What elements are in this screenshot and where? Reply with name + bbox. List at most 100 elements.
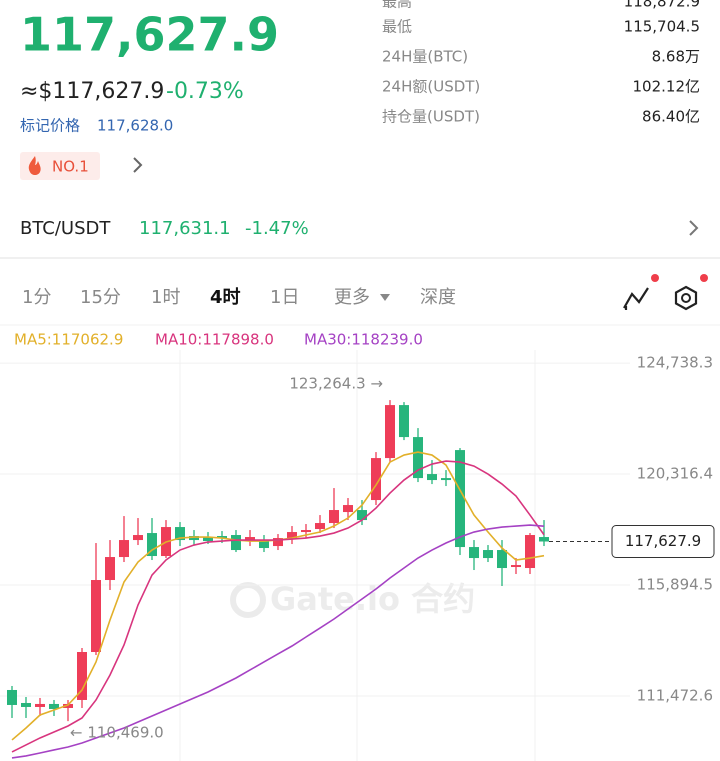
candle-body [385,405,395,459]
candle-body [231,535,241,551]
fire-icon [28,156,41,175]
candle-body [77,652,87,700]
candle-body [301,530,311,533]
mark-price: 117,628.0 [97,117,173,135]
watermark-logo [230,582,266,618]
ma-legend: MA5:117062.9 MA10:117898.0 MA30:118239.0 [14,331,423,349]
badge-text: NO.1 [52,158,89,176]
candle-body [469,547,479,559]
candle-body [49,703,59,709]
candle-body [259,540,269,549]
candle-body [189,536,199,541]
candle-body [119,540,129,558]
high-annotation: 123,264.3 → [289,375,383,393]
tab[interactable]: 15分 [80,287,121,308]
watermark: Gate.io 合约 [270,580,475,618]
pair-price: 117,631.1 [139,218,231,239]
pair-name: BTC/USDT [20,218,111,239]
candle-body [539,537,549,542]
candle-body [7,689,17,705]
candle-body [287,532,297,539]
red-dot [651,274,659,282]
candle-body [217,536,227,539]
candle-body [413,437,423,479]
candle-body [63,703,73,708]
candle-body [399,405,409,438]
candle-body [21,702,31,707]
candle-body [35,703,45,707]
hexagon-center [681,293,691,303]
stat-value: 86.40亿 [642,108,700,126]
legend-entry: MA5:117062.9 [14,331,123,349]
pair-change: -1.47% [245,218,309,239]
icon-line [623,287,649,309]
stat-label: 最低 [382,18,412,36]
ma-line [11,460,545,753]
last-price-box [611,525,715,559]
candle-body [315,523,325,530]
candle-body [329,510,339,524]
settings-icon[interactable] [674,274,708,311]
indicator-icon[interactable] [623,274,659,310]
chart: 111,472.6 115,894.5 120,316.4 124,738.3 123,… [0,354,715,759]
stat-label: 最高 [382,0,412,11]
y-tick-label: 111,472.6 [637,686,713,704]
mark-label: 标记价格 [20,117,80,135]
chevron [689,220,699,236]
candle-body [175,527,185,541]
usd-price: ≈$117,627.9 [20,79,164,104]
y-tick-label: 124,738.3 [637,354,713,372]
tab[interactable]: 1日 [270,287,299,308]
tab[interactable]: 4时 [210,287,241,308]
last-price: 117,627.9 [20,8,279,62]
pair-row[interactable]: BTC/USDT 117,631.1 -1.47% [20,218,699,239]
stats: 最高 118,872.9 最低 115,704.5 24H量(BTC) 8.68万 24H额… [382,0,700,126]
candle-body [133,535,143,541]
badge-bg [20,152,100,180]
y-tick-label: 115,894.5 [637,575,713,593]
legend-entry: MA10:117898.0 [155,331,274,349]
ma-line [11,524,545,759]
legend-entry: MA30:118239.0 [304,331,423,349]
candle-body [455,450,465,548]
candle-body [203,537,213,542]
tab[interactable]: 1分 [22,287,51,308]
candle-body [511,565,521,568]
stat-label: 24H额(USDT) [382,78,480,96]
tab[interactable]: 1时 [151,287,180,308]
v-grid [179,350,536,761]
candle-body [371,458,381,501]
candle-body [497,550,507,569]
candle-body [525,535,535,569]
stat-label: 持仓量(USDT) [382,108,480,126]
stat-value: 115,704.5 [624,18,700,36]
candle-body [483,550,493,559]
candle-body [357,510,367,521]
candle-body [147,533,157,557]
tabs: 1分 15分 1时 4时 1日 更多 深度 [22,287,456,308]
red-dot [700,274,708,282]
stat-value: 8.68万 [652,48,700,66]
chevron[interactable] [133,157,143,173]
candle-body [441,478,451,481]
candle-body [343,505,353,513]
candle-body [273,538,283,547]
watermark-group: Gate.io 合约 [230,580,475,618]
tab[interactable]: 深度 [420,287,456,308]
y-tick-label: 120,316.4 [637,465,713,483]
candle-body [427,474,437,481]
tab[interactable]: 更多 [334,287,370,308]
stat-value: 118,872.9 [624,0,700,11]
low-annotation: ← 110,469.0 [70,724,164,742]
dropdown-caret [380,294,390,301]
last-price-label: 117,627.9 [625,532,701,550]
candle-body [105,557,115,581]
stat-label: 24H量(BTC) [382,48,468,66]
hexagon [674,285,698,311]
rank-badge[interactable]: NO.1 [20,152,100,180]
candle-body [245,537,255,541]
candle-body [91,580,101,653]
stat-value: 102.12亿 [633,78,701,96]
